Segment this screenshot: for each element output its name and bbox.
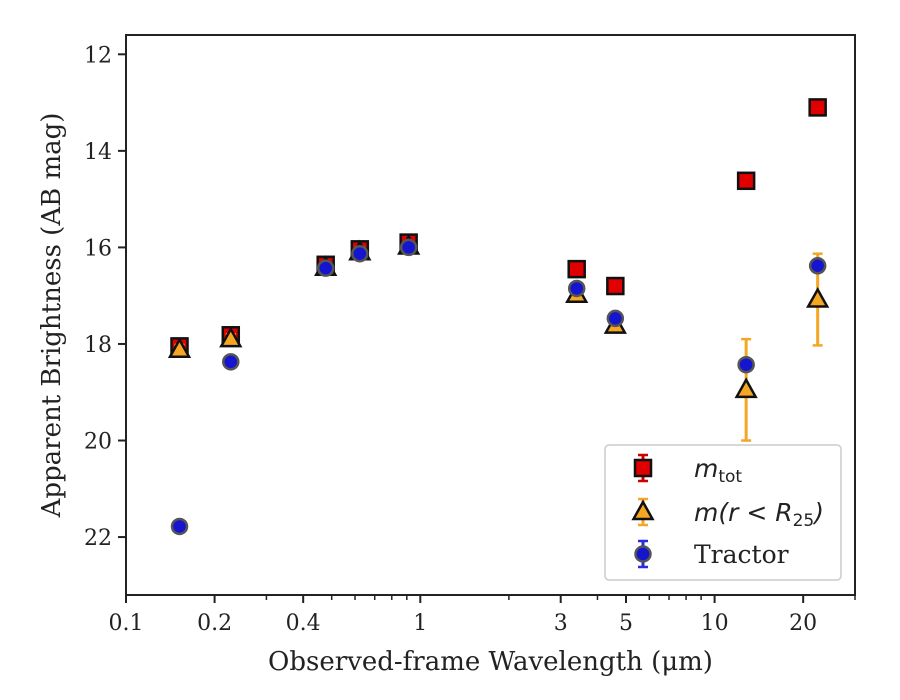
data-point-tractor	[316, 259, 335, 277]
series-tractor	[170, 238, 827, 536]
legend-label-subscript: tot	[718, 467, 742, 487]
plot-area	[167, 98, 830, 536]
data-point-tractor	[399, 238, 418, 257]
legend-entry-mtot: mtot	[633, 453, 742, 487]
legend-label-main: m(r < R	[694, 498, 793, 527]
data-point-tractor	[737, 355, 755, 374]
legend-marker-mtot	[633, 458, 653, 478]
y-tick-label: 22	[84, 526, 112, 551]
legend-label-maper: m(r < R25)	[694, 498, 824, 531]
data-point-maper	[806, 286, 830, 308]
y-tick-label: 20	[84, 430, 112, 455]
data-point-tractor	[170, 517, 189, 536]
legend-label-subscript: 25	[793, 511, 815, 531]
x-tick-label: 20	[789, 611, 817, 636]
data-point-mtot	[567, 259, 586, 279]
y-axis-title: Apparent Brightness (AB mag)	[37, 113, 67, 519]
legend-marker-maper	[631, 499, 655, 521]
legend-marker-tractor	[634, 545, 652, 563]
axis-ticks: 0.1 0.2 0.4 1 3 5 10 20 12 14 16 18 20 22	[84, 43, 856, 636]
y-tick-label: 14	[84, 140, 112, 165]
data-point-tractor	[222, 353, 240, 371]
legend-entry-tractor: Tractor	[634, 539, 789, 569]
data-point-maper	[734, 377, 758, 399]
x-tick-label: 0.1	[109, 611, 144, 636]
y-tick-label: 12	[84, 43, 112, 68]
data-point-tractor	[351, 244, 369, 263]
data-point-mtot	[606, 276, 625, 296]
legend: mtot m(r < R25) Tractor	[604, 444, 842, 581]
x-axis-title: Observed-frame Wavelength (μm)	[268, 647, 713, 677]
x-tick-label: 0.4	[286, 611, 321, 636]
legend-label-main: m	[694, 454, 718, 483]
data-point-maper	[167, 337, 192, 359]
plot-frame	[125, 34, 856, 596]
x-tick-label: 10	[701, 611, 729, 636]
data-point-mtot	[808, 98, 827, 117]
data-point-mtot	[736, 171, 756, 191]
y-tick-label: 18	[84, 333, 112, 358]
x-tick-label: 0.2	[197, 611, 232, 636]
legend-label-mtot: mtot	[694, 454, 742, 487]
legend-label-tail: )	[812, 498, 824, 527]
x-tick-label: 1	[413, 611, 427, 636]
y-tick-label: 16	[84, 236, 112, 261]
data-point-tractor	[808, 257, 827, 275]
data-point-tractor	[606, 309, 625, 328]
legend-box	[604, 444, 842, 581]
x-tick-label: 3	[554, 611, 568, 636]
data-point-tractor	[567, 279, 586, 298]
legend-label-tractor: Tractor	[694, 540, 789, 569]
legend-entry-maper: m(r < R25)	[631, 497, 824, 531]
x-tick-label: 5	[619, 611, 633, 636]
data-point-maper	[219, 326, 243, 348]
